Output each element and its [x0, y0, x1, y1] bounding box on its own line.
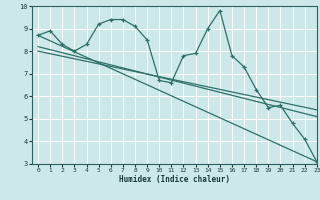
X-axis label: Humidex (Indice chaleur): Humidex (Indice chaleur) [119, 175, 230, 184]
